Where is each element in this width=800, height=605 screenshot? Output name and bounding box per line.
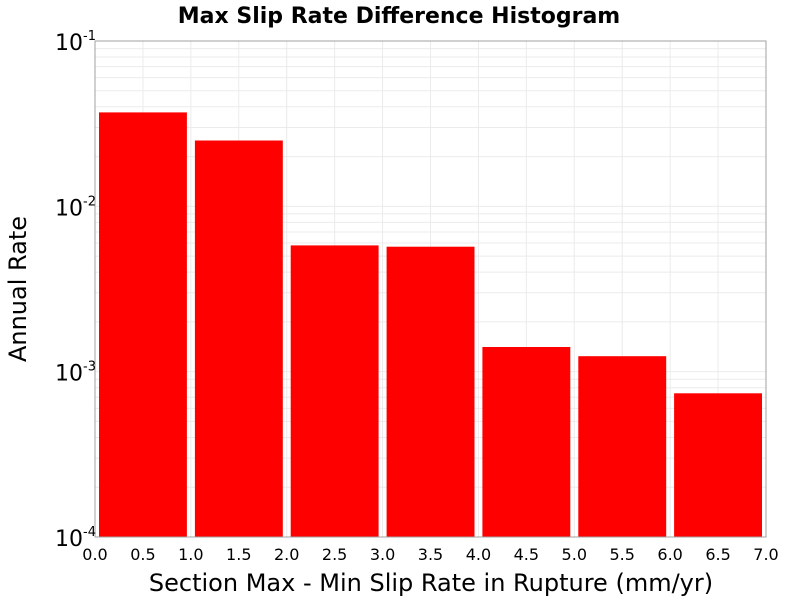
plot-frame [94,40,767,538]
y-axis-label: Annual Rate [4,216,32,362]
x-tick-label: 2.5 [322,545,347,564]
y-tick-label: 10-4 [55,525,96,552]
x-tick-label: 7.0 [753,545,778,564]
bar-2 [194,140,283,537]
x-tick-label: 0.0 [82,545,107,564]
x-tick-label: 1.0 [178,545,203,564]
y-tick-label: 10-3 [55,360,96,387]
bar-3 [290,245,379,537]
bar-6 [578,356,667,537]
x-tick-label: 3.5 [418,545,443,564]
y-axis-ticks: 10-4 10-3 10-2 10-1 [55,29,96,552]
bar-7 [674,393,762,537]
x-axis-ticks: 0.0 0.5 1.0 1.5 2.0 2.5 3.0 3.5 4.0 4.5 5.0 5.5 6.0 6… [82,545,778,564]
chart-title: Max Slip Rate Difference Histogram [178,4,620,29]
x-tick-label: 4.0 [466,545,491,564]
bar-5 [482,347,571,537]
bars [99,112,762,538]
x-tick-label: 5.5 [609,545,634,564]
y-tick-label: 10-1 [55,29,96,56]
bar-1 [99,112,187,538]
x-tick-label: 3.0 [370,545,395,564]
x-tick-label: 6.0 [657,545,682,564]
x-tick-label: 4.5 [514,545,539,564]
y-tick-label: 10-2 [55,194,96,221]
x-tick-label: 5.0 [562,545,587,564]
x-axis-label: Section Max - Min Slip Rate in Rupture (… [149,569,713,597]
x-tick-label: 1.5 [226,545,251,564]
x-tick-label: 0.5 [130,545,155,564]
x-tick-label: 2.0 [274,545,299,564]
x-tick-label: 6.5 [705,545,730,564]
bar-4 [386,246,475,537]
